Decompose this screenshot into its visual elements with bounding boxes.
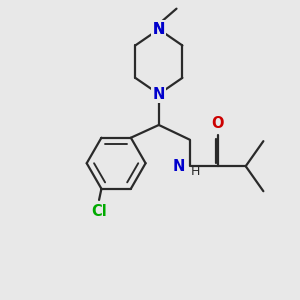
Text: N: N (153, 22, 165, 37)
Text: H: H (190, 165, 200, 178)
Text: N: N (153, 22, 165, 37)
Text: N: N (173, 159, 185, 174)
Text: Cl: Cl (91, 204, 107, 219)
Text: N: N (153, 87, 165, 102)
Text: O: O (212, 116, 224, 131)
